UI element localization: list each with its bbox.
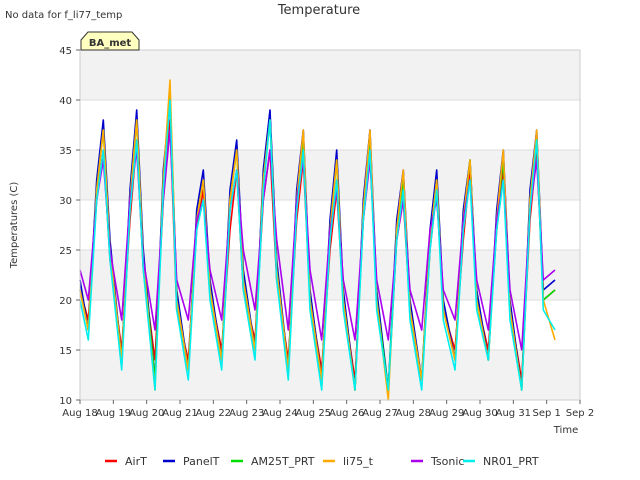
x-tick-label: Aug 18 bbox=[62, 408, 97, 419]
legend-label: Tsonic bbox=[430, 455, 464, 468]
legend-item: AM25T_PRT bbox=[231, 455, 315, 468]
x-tick-label: Aug 22 bbox=[196, 408, 231, 419]
y-tick-label: 10 bbox=[59, 396, 72, 407]
band bbox=[80, 350, 580, 400]
x-tick-label: Aug 31 bbox=[496, 408, 531, 419]
x-tick-label: Aug 19 bbox=[96, 408, 131, 419]
x-tick-label: Aug 27 bbox=[362, 408, 397, 419]
legend-item: li75_t bbox=[323, 455, 374, 468]
x-tick-label: Aug 24 bbox=[262, 408, 297, 419]
x-tick-label: Sep 1 bbox=[532, 408, 560, 419]
x-tick-label: Aug 21 bbox=[162, 408, 197, 419]
x-tick-label: Aug 23 bbox=[229, 408, 264, 419]
legend-label: NR01_PRT bbox=[483, 455, 539, 468]
x-tick-label: Aug 25 bbox=[296, 408, 331, 419]
legend-item: NR01_PRT bbox=[463, 455, 539, 468]
x-tick-label: Aug 20 bbox=[129, 408, 164, 419]
legend: AirT PanelT AM25T_PRT li75_t Tsonic NR01_PRT bbox=[105, 455, 539, 468]
site-badge-label: BA_met bbox=[89, 38, 132, 49]
y-axis-label: Temperatures (C) bbox=[9, 182, 20, 270]
series-line-nr01-prt bbox=[79, 99, 556, 391]
y-tick-label: 25 bbox=[59, 246, 72, 257]
x-tick-label: Aug 29 bbox=[429, 408, 464, 419]
legend-label: AM25T_PRT bbox=[251, 455, 315, 468]
y-tick-label: 20 bbox=[59, 296, 72, 307]
plot-frame bbox=[79, 49, 581, 401]
legend-item: AirT bbox=[105, 455, 147, 468]
x-tick-label: Aug 26 bbox=[329, 408, 364, 419]
series-lines bbox=[79, 79, 556, 401]
x-tick-label: Aug 30 bbox=[462, 408, 497, 419]
y-tick-label: 35 bbox=[59, 146, 72, 157]
chart-title: Temperature bbox=[277, 3, 360, 18]
legend-label: PanelT bbox=[183, 455, 220, 468]
legend-item: Tsonic bbox=[411, 455, 464, 468]
no-data-note: No data for f_li77_temp bbox=[5, 10, 122, 21]
x-axis-label: Time bbox=[553, 425, 578, 436]
y-tick-label: 30 bbox=[59, 196, 72, 207]
site-badge: BA_met bbox=[80, 31, 140, 51]
y-tick-label: 40 bbox=[59, 96, 72, 107]
y-tick-label: 45 bbox=[59, 46, 72, 57]
x-tick-label: Sep 2 bbox=[566, 408, 594, 419]
x-tick-label: Aug 28 bbox=[396, 408, 431, 419]
legend-label: AirT bbox=[125, 455, 147, 468]
y-tick-label: 15 bbox=[59, 346, 72, 357]
legend-label: li75_t bbox=[343, 455, 374, 468]
legend-item: PanelT bbox=[163, 455, 220, 468]
band bbox=[80, 50, 580, 100]
